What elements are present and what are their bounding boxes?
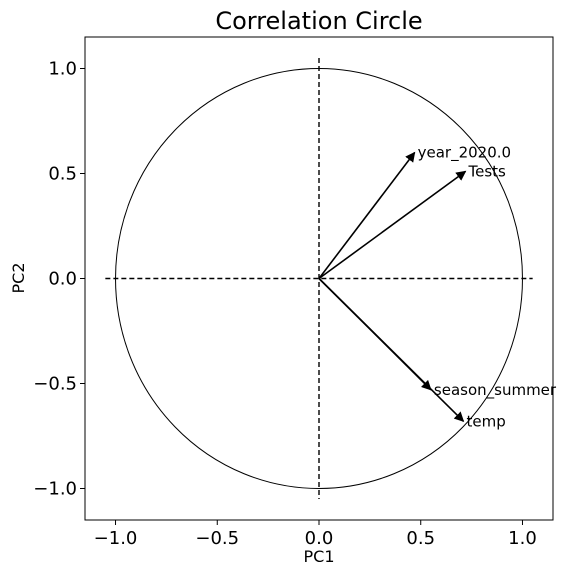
chart-title: Correlation Circle	[215, 7, 422, 35]
vector-arrow-3	[318, 277, 465, 423]
vector-label-0: year_2020.0	[418, 144, 511, 163]
plot-area	[105, 58, 533, 499]
vector-arrow-0	[318, 151, 416, 279]
axis-ticks: −1.0 −0.5 0.0 0.5 1.0 −1.0 −0.5 0.0 0.5 1.0	[33, 59, 537, 550]
vector-arrow-1	[318, 170, 467, 280]
y-tick-label: 0.5	[48, 164, 77, 185]
x-tick-label: 0.5	[406, 528, 435, 549]
y-tick-label: −1.0	[33, 479, 77, 500]
y-tick-label: 1.0	[48, 59, 77, 80]
y-axis-label: PC2	[9, 263, 28, 294]
vector-label-1: Tests	[468, 162, 507, 180]
vector-label-3: temp	[466, 412, 505, 430]
x-tick-label: 0.0	[305, 528, 334, 549]
x-tick-label: −1.0	[94, 528, 138, 549]
x-tick-label: 1.0	[508, 528, 537, 549]
x-tick-label: −0.5	[195, 528, 239, 549]
y-tick-label: −0.5	[33, 374, 77, 395]
vector-label-2: season_summer	[434, 381, 557, 400]
x-axis-label: PC1	[304, 547, 335, 566]
y-tick-label: 0.0	[48, 269, 77, 290]
